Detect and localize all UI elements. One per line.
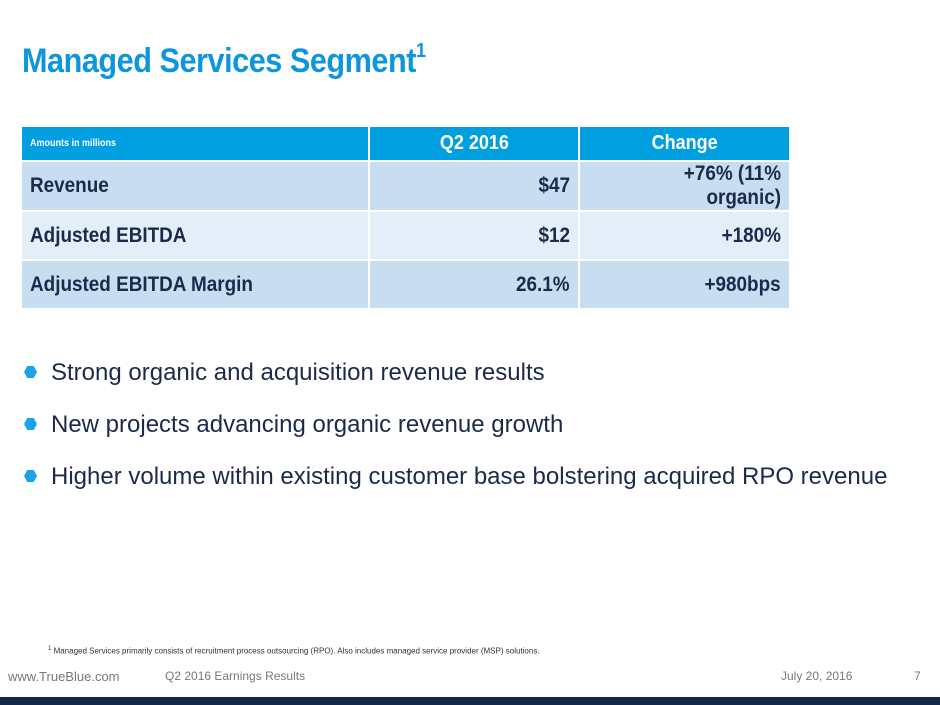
page-title: Managed Services Segment1: [22, 40, 426, 81]
row-q2: $47: [370, 162, 578, 210]
footer-date: July 20, 2016: [781, 669, 853, 683]
row-change: +980bps: [580, 261, 789, 308]
table-row: Adjusted EBITDA Margin 26.1% +980bps: [22, 261, 789, 308]
table-row: Revenue $47 +76% (11% organic): [22, 162, 789, 210]
row-label: Adjusted EBITDA Margin: [22, 261, 368, 308]
page-number: 7: [914, 669, 921, 683]
bullet-text: New projects advancing organic revenue g…: [51, 411, 564, 438]
footer-deck-title: Q2 2016 Earnings Results: [165, 669, 306, 683]
segment-table: Amounts in millions Q2 2016 Change Reven…: [20, 125, 791, 310]
header-q2: Q2 2016: [370, 127, 578, 160]
hexagon-bullet-icon: [24, 418, 37, 430]
bullet-item: Strong organic and acquisition revenue r…: [24, 358, 884, 388]
bullet-item: New projects advancing organic revenue g…: [24, 410, 884, 440]
footer-website: www.TrueBlue.com: [8, 669, 120, 684]
row-change: +180%: [580, 212, 789, 259]
table-row: Adjusted EBITDA $12 +180%: [22, 212, 789, 259]
title-footnote-mark: 1: [415, 40, 426, 62]
hexagon-bullet-icon: [24, 470, 37, 482]
footer-bar: [0, 697, 940, 705]
row-label: Revenue: [22, 162, 368, 210]
table-header: Amounts in millions Q2 2016 Change: [22, 127, 789, 160]
title-text: Managed Services Segment: [22, 42, 416, 80]
row-change: +76% (11% organic): [580, 162, 789, 210]
footnote-text: Managed Services primarily consists of r…: [51, 646, 540, 656]
row-q2: 26.1%: [370, 261, 578, 308]
hexagon-bullet-icon: [24, 366, 37, 378]
footnote: 1 Managed Services primarily consists of…: [48, 646, 540, 656]
footnote-mark: 1: [48, 646, 52, 652]
bullet-item: Higher volume within existing customer b…: [24, 462, 904, 492]
row-label: Adjusted EBITDA: [22, 212, 368, 259]
bullet-text: Strong organic and acquisition revenue r…: [51, 359, 545, 386]
header-change: Change: [580, 127, 789, 160]
bullet-text: Higher volume within existing customer b…: [51, 463, 888, 490]
row-q2: $12: [370, 212, 578, 259]
header-amounts: Amounts in millions: [22, 127, 368, 160]
